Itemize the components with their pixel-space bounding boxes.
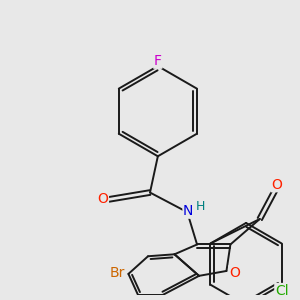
- Text: Br: Br: [110, 266, 125, 280]
- Text: F: F: [154, 54, 162, 68]
- Text: O: O: [229, 266, 240, 280]
- Text: Cl: Cl: [275, 284, 289, 298]
- Text: H: H: [195, 200, 205, 213]
- Text: O: O: [98, 192, 108, 206]
- Text: N: N: [183, 204, 194, 218]
- Text: O: O: [271, 178, 282, 192]
